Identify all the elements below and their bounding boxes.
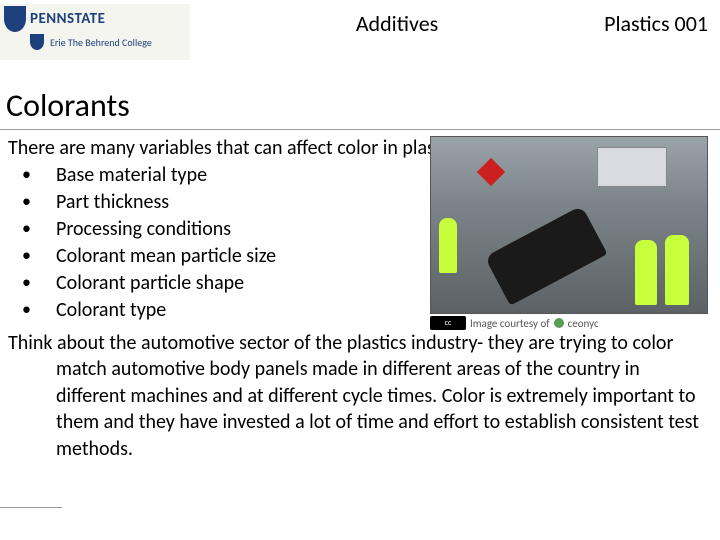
list-item: Colorant mean particle size xyxy=(8,243,710,270)
list-item: Base material type xyxy=(8,162,710,189)
list-item: Colorant type xyxy=(8,297,710,324)
small-shield-icon xyxy=(30,34,44,50)
slide-header: PENNSTATE Erie The Behrend College Addit… xyxy=(0,0,720,58)
bullet-list: Base material type Part thickness Proces… xyxy=(8,162,710,324)
course-code: Plastics 001 xyxy=(604,4,708,37)
campus-label: Erie xyxy=(50,36,66,49)
shield-icon xyxy=(4,6,26,32)
slide-content: cc Image courtesy of ceonyc There are ma… xyxy=(0,136,720,462)
university-logo: PENNSTATE Erie The Behrend College xyxy=(0,4,190,60)
list-item: Colorant particle shape xyxy=(8,270,710,297)
list-item: Part thickness xyxy=(8,189,710,216)
college-label: The Behrend College xyxy=(68,36,152,49)
slide-topic: Additives xyxy=(190,4,604,37)
footer-rule xyxy=(0,507,62,508)
body-paragraph: Think about the automotive sector of the… xyxy=(8,330,710,462)
section-heading: Colorants xyxy=(0,58,720,130)
list-item: Processing conditions xyxy=(8,216,710,243)
campus-name: Erie The Behrend College xyxy=(50,37,152,48)
university-name: PENNSTATE xyxy=(30,10,105,28)
